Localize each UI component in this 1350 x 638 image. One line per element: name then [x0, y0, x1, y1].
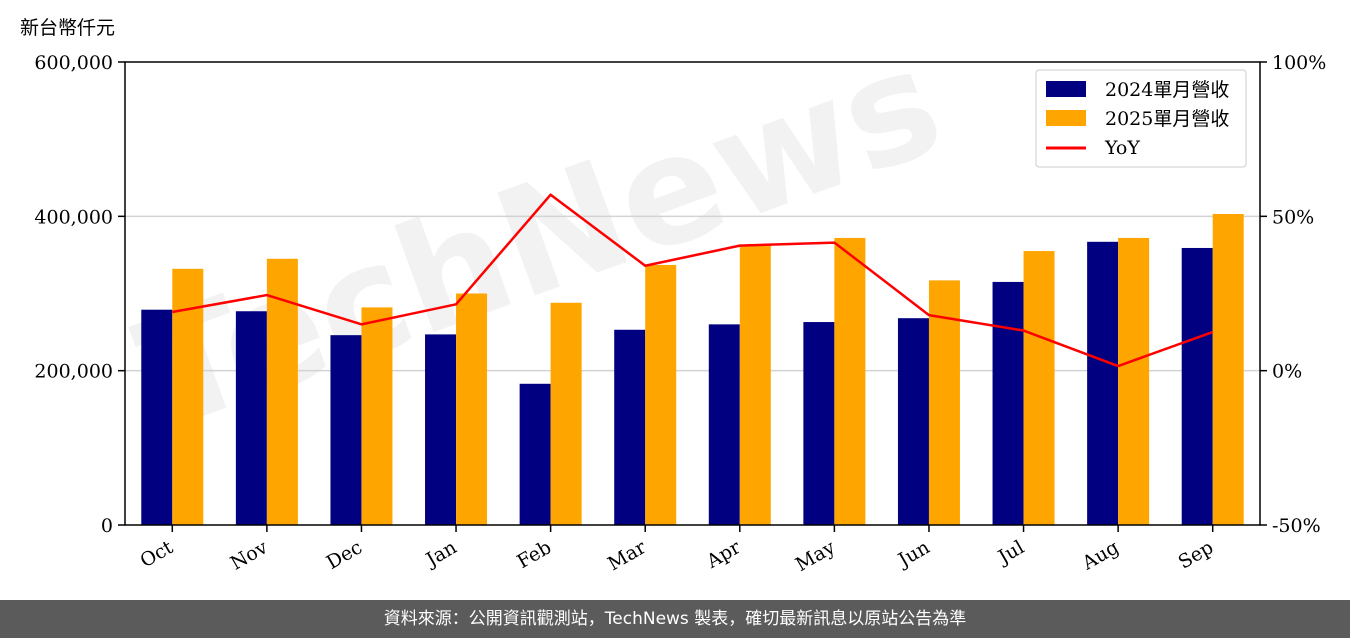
bar-2024單月營收-Jan [425, 334, 457, 525]
bar-2025單月營收-Jul [1023, 251, 1055, 525]
legend: 2024單月營收 2025單月營收 YoY [1035, 69, 1247, 168]
x-tick-label-Apr: Apr [702, 536, 745, 573]
x-tick-label-Aug: Aug [1078, 536, 1123, 575]
bar-2024單月營收-Dec [330, 335, 362, 525]
legend-label-yoy: YoY [1104, 137, 1140, 159]
bar-2025單月營收-Jun [928, 280, 960, 525]
bar-2025單月營收-Dec [361, 307, 393, 525]
legend-swatch-2024 [1046, 81, 1086, 97]
x-tick-label-Jul: Jul [993, 536, 1028, 569]
x-tick-label-Oct: Oct [136, 536, 177, 572]
left-tick-label: 600,000 [34, 52, 113, 74]
right-tick-label: 50% [1272, 206, 1314, 228]
grid-lines [125, 215, 1260, 372]
right-tick-label: 100% [1272, 52, 1326, 74]
right-tick-label: -50% [1272, 515, 1321, 537]
legend-box [1035, 69, 1247, 168]
bar-2025單月營收-Feb [550, 302, 582, 525]
x-tick-label-Nov: Nov [227, 536, 272, 575]
right-axis: -50% 0% 50% 100% [1260, 52, 1326, 537]
unit-label: 新台幣仟元 [20, 17, 115, 39]
bar-2024單月營收-Jun [897, 318, 929, 525]
bar-2024單月營收-May [803, 322, 835, 525]
bar-2024單月營收-Apr [708, 324, 740, 525]
legend-label-2025: 2025單月營收 [1105, 108, 1229, 130]
left-tick-label: 400,000 [34, 206, 113, 228]
bar-2025單月營收-Sep [1212, 214, 1244, 526]
plot-frame [124, 61, 1261, 526]
bar-2024單月營收-Mar [614, 329, 646, 525]
x-tick-label-Jun: Jun [893, 536, 934, 572]
bar-2024單月營收-Oct [141, 309, 173, 525]
bars [141, 214, 1244, 526]
bar-2025單月營收-Jan [456, 293, 488, 525]
x-tick-label-May: May [792, 536, 839, 576]
x-tick-label-Sep: Sep [1175, 536, 1218, 573]
x-tick-label-Mar: Mar [604, 536, 650, 575]
yoy-line-group [172, 193, 1214, 368]
bar-2024單月營收-Sep [1181, 247, 1213, 525]
bar-2024單月營收-Aug [1087, 241, 1119, 525]
bar-2025單月營收-Apr [739, 244, 771, 525]
left-tick-label: 200,000 [34, 361, 113, 383]
bar-2024單月營收-Nov [235, 311, 267, 525]
left-axis: 0 200,000 400,000 600,000 [34, 52, 125, 537]
x-tick-label-Dec: Dec [323, 536, 366, 574]
bar-2024單月營收-Jul [992, 281, 1024, 525]
x-tick-label-Jan: Jan [421, 536, 461, 572]
yoy-line [172, 193, 1214, 368]
legend-label-2024: 2024單月營收 [1105, 79, 1229, 101]
legend-swatch-2025 [1046, 110, 1086, 126]
bar-2024單月營收-Feb [519, 383, 551, 525]
source-footer: 資料來源：公開資訊觀測站，TechNews 製表，確切最新訊息以原站公告為準 [0, 600, 1350, 638]
right-tick-label: 0% [1272, 361, 1302, 383]
x-axis: Oct Nov Dec Jan Feb Mar Apr May Jun Jul Aug Sep [136, 525, 1217, 576]
bar-2025單月營收-Aug [1118, 237, 1150, 525]
x-tick-label-Feb: Feb [513, 536, 555, 573]
left-tick-label: 0 [101, 515, 113, 537]
bar-2025單月營收-May [834, 237, 866, 525]
bar-2025單月營收-Mar [645, 264, 677, 525]
